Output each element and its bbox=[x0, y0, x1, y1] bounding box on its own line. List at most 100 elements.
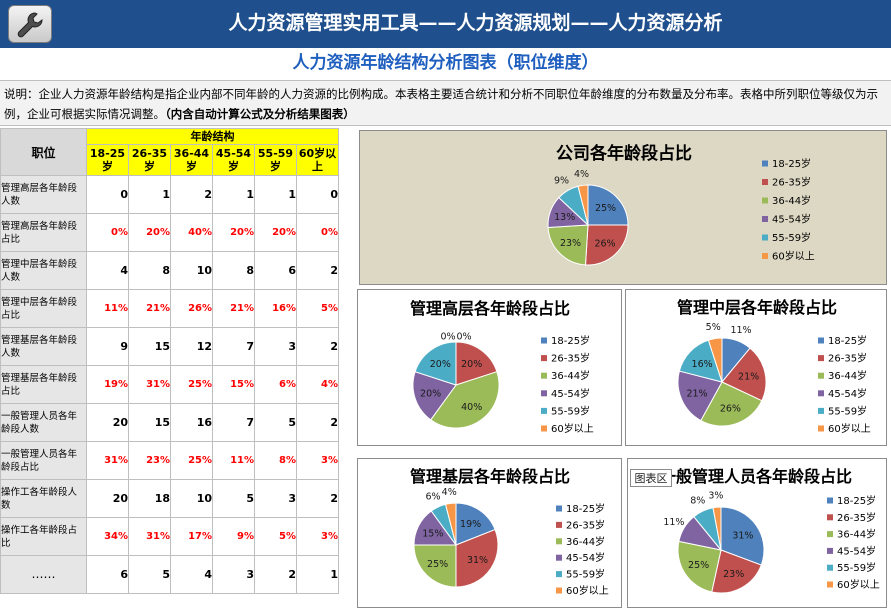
tools-button[interactable] bbox=[8, 5, 52, 43]
percent-cell[interactable]: 16% bbox=[254, 289, 297, 328]
percent-cell[interactable]: 3% bbox=[296, 517, 339, 556]
percent-cell[interactable]: 34% bbox=[86, 517, 129, 556]
pie-slice-6[interactable] bbox=[444, 502, 457, 546]
count-cell[interactable]: 3 bbox=[254, 479, 297, 518]
count-cell[interactable]: 4 bbox=[86, 251, 129, 290]
percent-cell[interactable]: 5% bbox=[296, 289, 339, 328]
count-cell[interactable]: 10 bbox=[170, 479, 213, 518]
legend-entry: 26-35岁 bbox=[828, 352, 867, 365]
pie-slice-3[interactable] bbox=[430, 371, 500, 429]
pie-slice-2[interactable] bbox=[455, 528, 499, 588]
count-cell[interactable]: 16 bbox=[170, 403, 213, 442]
percent-cell[interactable]: 31% bbox=[128, 517, 171, 556]
count-cell[interactable]: 2 bbox=[254, 555, 297, 594]
percent-cell[interactable]: 21% bbox=[128, 289, 171, 328]
percent-cell[interactable]: 3% bbox=[296, 441, 339, 480]
pie-slice-6[interactable] bbox=[712, 506, 722, 551]
table-row: 管理高层各年龄段人数 0 1 2 1 1 0 bbox=[0, 175, 339, 214]
count-cell[interactable]: 5 bbox=[254, 403, 297, 442]
percent-cell[interactable]: 9% bbox=[212, 517, 255, 556]
data-label: 4% bbox=[442, 487, 457, 498]
pie-slice-6[interactable] bbox=[707, 337, 723, 383]
percent-cell[interactable]: 6% bbox=[254, 365, 297, 404]
percent-cell[interactable]: 31% bbox=[128, 365, 171, 404]
percent-cell[interactable]: 0% bbox=[296, 213, 339, 252]
count-cell[interactable]: 18 bbox=[128, 479, 171, 518]
percent-cell[interactable]: 5% bbox=[254, 517, 297, 556]
chart-junior-management[interactable]: 管理基层各年龄段占比 19% 31% 25% 15% 6% 4% 18-25岁 26-35岁 36… bbox=[357, 458, 622, 608]
count-cell[interactable]: 2 bbox=[296, 251, 339, 290]
percent-cell[interactable]: 0% bbox=[86, 213, 129, 252]
count-cell[interactable]: 0 bbox=[296, 175, 339, 214]
count-cell[interactable]: 1 bbox=[128, 175, 171, 214]
legend-entry: 18-25岁 bbox=[566, 502, 605, 515]
percent-cell[interactable]: 20% bbox=[128, 213, 171, 252]
count-cell[interactable]: 7 bbox=[212, 403, 255, 442]
pie-slice-2[interactable] bbox=[455, 341, 498, 386]
count-cell[interactable]: 12 bbox=[170, 327, 213, 366]
pie-slice-5[interactable] bbox=[414, 341, 457, 386]
percent-cell[interactable]: 11% bbox=[212, 441, 255, 480]
chart-company[interactable]: 公司各年龄段占比 25% 26% 23% 13% 9% 4% 18-25岁 26-35岁 36-4… bbox=[359, 130, 887, 285]
chart-senior-management[interactable]: 管理高层各年龄段占比 0% 20% 40% 20% 20% 0% 18-25岁 26-35岁 36… bbox=[357, 289, 622, 446]
pie-slice-3[interactable] bbox=[547, 224, 589, 266]
legend-swatch bbox=[818, 337, 824, 344]
count-cell[interactable]: 20 bbox=[86, 403, 129, 442]
percent-cell[interactable]: 40% bbox=[170, 213, 213, 252]
percent-cell[interactable]: 15% bbox=[212, 365, 255, 404]
percent-cell[interactable]: 20% bbox=[254, 213, 297, 252]
pie-slice-6[interactable] bbox=[577, 184, 589, 226]
count-cell[interactable]: 1 bbox=[212, 175, 255, 214]
percent-cell[interactable]: 17% bbox=[170, 517, 213, 556]
count-cell[interactable]: 3 bbox=[212, 555, 255, 594]
count-cell[interactable]: 3 bbox=[254, 327, 297, 366]
percent-cell[interactable]: 19% bbox=[86, 365, 129, 404]
count-cell[interactable]: 7 bbox=[212, 327, 255, 366]
count-cell[interactable]: 8 bbox=[128, 251, 171, 290]
pie-slice-1[interactable] bbox=[720, 506, 765, 566]
percent-cell[interactable]: 23% bbox=[128, 441, 171, 480]
count-cell[interactable]: 0 bbox=[86, 175, 129, 214]
count-cell[interactable]: 2 bbox=[296, 403, 339, 442]
percent-cell[interactable]: 31% bbox=[86, 441, 129, 480]
legend-swatch bbox=[762, 197, 768, 204]
count-cell[interactable]: 1 bbox=[254, 175, 297, 214]
percent-cell[interactable]: 8% bbox=[254, 441, 297, 480]
count-cell[interactable]: 15 bbox=[128, 327, 171, 366]
count-cell[interactable]: 8 bbox=[212, 251, 255, 290]
count-cell[interactable]: 20 bbox=[86, 479, 129, 518]
pie-slice-3[interactable] bbox=[413, 544, 457, 588]
count-cell[interactable]: 5 bbox=[128, 555, 171, 594]
count-cell[interactable]: 6 bbox=[254, 251, 297, 290]
pie-slice-4[interactable] bbox=[677, 370, 723, 422]
percent-cell[interactable]: 4% bbox=[296, 365, 339, 404]
pie-slice-1[interactable] bbox=[455, 502, 496, 546]
pie-slice-2[interactable] bbox=[721, 347, 767, 402]
data-label: 19% bbox=[460, 519, 481, 530]
count-cell[interactable]: 4 bbox=[170, 555, 213, 594]
data-label: 23% bbox=[560, 238, 581, 249]
pie-slice-3[interactable] bbox=[677, 540, 722, 593]
percent-cell[interactable]: 25% bbox=[170, 365, 213, 404]
pie-slice-2[interactable] bbox=[584, 224, 629, 266]
pie-slice-4[interactable] bbox=[412, 371, 457, 421]
count-cell[interactable]: 2 bbox=[296, 327, 339, 366]
count-cell[interactable]: 9 bbox=[86, 327, 129, 366]
age-header: 55-59岁 bbox=[254, 144, 297, 176]
pie-slice-2[interactable] bbox=[711, 549, 762, 594]
data-label: 8% bbox=[690, 496, 705, 507]
count-cell[interactable]: 1 bbox=[296, 555, 339, 594]
chart-middle-management[interactable]: 管理中层各年龄段占比 11% 21% 26% 21% 16% 5% 18-25岁 26-35岁 3… bbox=[625, 289, 887, 446]
percent-cell[interactable]: 25% bbox=[170, 441, 213, 480]
count-cell[interactable]: 10 bbox=[170, 251, 213, 290]
count-cell[interactable]: 15 bbox=[128, 403, 171, 442]
percent-cell[interactable]: 11% bbox=[86, 289, 129, 328]
count-cell[interactable]: 2 bbox=[296, 479, 339, 518]
count-cell[interactable]: 5 bbox=[212, 479, 255, 518]
percent-cell[interactable]: 26% bbox=[170, 289, 213, 328]
pie-slice-1[interactable] bbox=[587, 184, 629, 226]
count-cell[interactable]: 6 bbox=[86, 555, 129, 594]
percent-cell[interactable]: 20% bbox=[212, 213, 255, 252]
count-cell[interactable]: 2 bbox=[170, 175, 213, 214]
percent-cell[interactable]: 21% bbox=[212, 289, 255, 328]
